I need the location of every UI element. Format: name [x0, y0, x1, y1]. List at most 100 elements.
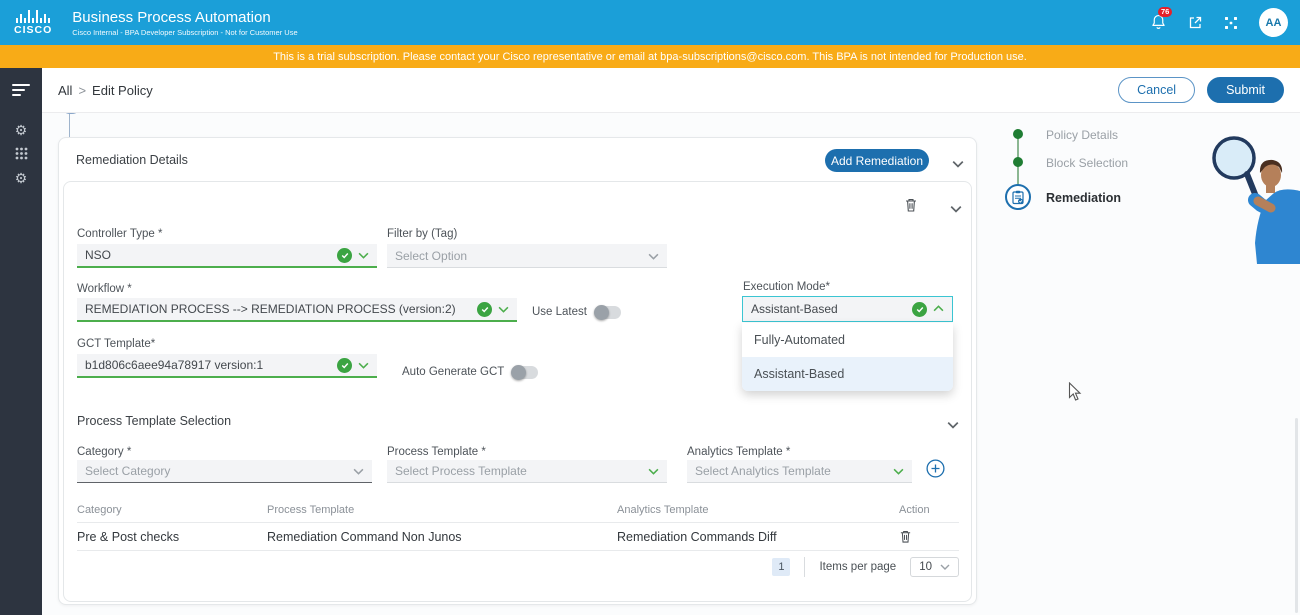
filter-by-tag-label: Filter by (Tag) — [387, 228, 458, 240]
column-header-process-template: Process Template — [267, 504, 355, 516]
auto-generate-gct-label: Auto Generate GCT — [402, 366, 505, 378]
table-header-row: Category Process Template Analytics Temp… — [77, 498, 959, 523]
chevron-down-icon — [358, 358, 369, 372]
app-title: Business Process Automation — [72, 8, 271, 26]
cancel-button[interactable]: Cancel — [1118, 77, 1196, 103]
breadcrumb: All > Edit Policy — [58, 83, 153, 98]
process-template-select[interactable]: Select Process Template — [387, 460, 667, 483]
filter-by-tag-select[interactable]: Select Option — [387, 244, 667, 268]
breadcrumb-root[interactable]: All — [58, 82, 73, 98]
step-complete-dot — [1013, 157, 1023, 167]
cisco-logo-bars-icon — [16, 9, 51, 23]
chevron-up-icon — [933, 302, 944, 316]
cisco-logo-text: CISCO — [14, 23, 53, 36]
section-title: Remediation Details — [76, 153, 188, 167]
delete-remediation-icon[interactable] — [904, 197, 918, 218]
table-row: Pre & Post checks Remediation Command No… — [77, 523, 959, 551]
notification-count-badge: 76 — [1158, 7, 1173, 17]
category-select[interactable]: Select Category — [77, 460, 372, 483]
chevron-down-icon — [358, 248, 369, 262]
external-link-icon[interactable] — [1187, 15, 1203, 31]
chevron-down-icon — [498, 302, 509, 316]
execution-mode-dropdown: Fully-Automated Assistant-Based — [742, 323, 953, 391]
mouse-cursor — [1068, 382, 1082, 401]
cell-category: Pre & Post checks — [77, 529, 180, 544]
option-fully-automated[interactable]: Fully-Automated — [754, 333, 846, 347]
cell-process-template: Remediation Command Non Junos — [267, 529, 462, 544]
controller-type-select[interactable]: NSO — [77, 244, 377, 268]
chevron-down-icon — [893, 464, 904, 478]
page-number-button[interactable]: 1 — [772, 558, 791, 576]
auto-generate-gct-control: Auto Generate GCT — [402, 360, 539, 384]
chevron-down-icon — [648, 249, 659, 263]
vertical-scrollbar[interactable] — [1295, 418, 1298, 613]
execution-mode-select[interactable]: Assistant-Based — [742, 296, 953, 322]
add-template-row-icon[interactable] — [926, 459, 945, 483]
app-switcher-icon[interactable] — [1223, 15, 1239, 31]
pagination: 1 Items per page 10 — [77, 554, 959, 580]
app-subtitle: Cisco Internal - BPA Developer Subscript… — [72, 27, 298, 37]
column-header-action: Action — [899, 504, 930, 516]
cisco-logo: CISCO — [14, 9, 53, 36]
auto-generate-gct-toggle[interactable] — [511, 364, 539, 380]
analytics-template-select[interactable]: Select Analytics Template — [687, 460, 912, 483]
valid-check-icon — [337, 247, 352, 263]
submit-button[interactable]: Submit — [1207, 77, 1284, 103]
collapse-section-chevron-icon[interactable] — [952, 155, 964, 173]
notifications-bell-icon[interactable]: 76 — [1150, 7, 1173, 31]
gct-template-select[interactable]: b1d806c6aee94a78917 version:1 — [77, 354, 377, 378]
process-template-label: Process Template * — [387, 446, 486, 458]
remediation-step-icon — [1005, 184, 1031, 210]
workflow-label: Workflow * — [77, 283, 132, 295]
apps-grid-icon[interactable] — [15, 147, 28, 162]
remediation-block: Controller Type * NSO Filter by (Tag) Se… — [63, 181, 972, 602]
valid-check-icon — [912, 301, 927, 317]
settings-gear-icon[interactable]: ⚙ — [14, 122, 28, 138]
items-per-page-label: Items per page — [819, 561, 897, 573]
delete-row-trash-icon[interactable] — [899, 529, 959, 544]
step-complete-dot — [1013, 129, 1023, 139]
column-header-category: Category — [77, 504, 122, 516]
controller-type-label: Controller Type * — [77, 228, 163, 240]
step-remediation[interactable]: Remediation — [1046, 191, 1122, 205]
collapse-block-chevron-icon[interactable] — [950, 200, 962, 218]
items-per-page-select[interactable]: 10 — [910, 557, 959, 577]
analytics-template-label: Analytics Template * — [687, 446, 791, 458]
add-remediation-button[interactable]: Add Remediation — [825, 149, 929, 172]
pagination-divider — [804, 557, 806, 577]
toolbar-buttons: Cancel Submit — [1118, 77, 1284, 103]
process-template-table: Category Process Template Analytics Temp… — [77, 498, 959, 551]
person-magnifier-illustration — [1212, 136, 1300, 264]
flow-connector-line — [69, 114, 70, 137]
cell-analytics-template: Remediation Commands Diff — [617, 529, 777, 544]
execution-mode-label: Execution Mode* — [743, 281, 830, 293]
use-latest-label: Use Latest — [532, 306, 587, 318]
workflow-select[interactable]: REMEDIATION PROCESS --> REMEDIATION PROC… — [77, 298, 517, 322]
valid-check-icon — [337, 357, 352, 373]
left-sidebar: ⚙ ⚙ — [0, 68, 42, 615]
collapse-subsection-chevron-icon[interactable] — [947, 416, 959, 434]
remediation-details-card: Remediation Details Add Remediation Cont… — [58, 137, 977, 605]
valid-check-icon — [477, 301, 492, 317]
app-header: CISCO Business Process Automation Cisco … — [0, 0, 1300, 45]
gct-template-label: GCT Template* — [77, 338, 156, 350]
use-latest-toggle[interactable] — [593, 304, 621, 320]
step-block-selection[interactable]: Block Selection — [1046, 156, 1129, 170]
page-title: Edit Policy — [92, 82, 153, 98]
category-label: Category * — [77, 446, 132, 458]
chevron-down-icon — [353, 464, 364, 478]
option-assistant-based[interactable]: Assistant-Based — [742, 357, 953, 391]
user-avatar[interactable]: AA — [1259, 8, 1288, 37]
step-policy-details[interactable]: Policy Details — [1046, 128, 1119, 142]
trial-subscription-banner: This is a trial subscription. Please con… — [0, 45, 1300, 68]
chevron-down-icon — [648, 464, 659, 478]
header-titles: Business Process Automation Cisco Intern… — [72, 9, 297, 37]
header-actions: 76 AA — [1150, 0, 1288, 45]
admin-gear-icon[interactable]: ⚙ — [14, 170, 28, 186]
process-template-selection-title: Process Template Selection — [77, 414, 232, 428]
chevron-down-icon — [940, 561, 950, 573]
menu-hamburger-icon[interactable] — [12, 84, 30, 99]
page-toolbar: All > Edit Policy Cancel Submit — [42, 68, 1300, 113]
use-latest-control: Use Latest — [532, 300, 621, 324]
